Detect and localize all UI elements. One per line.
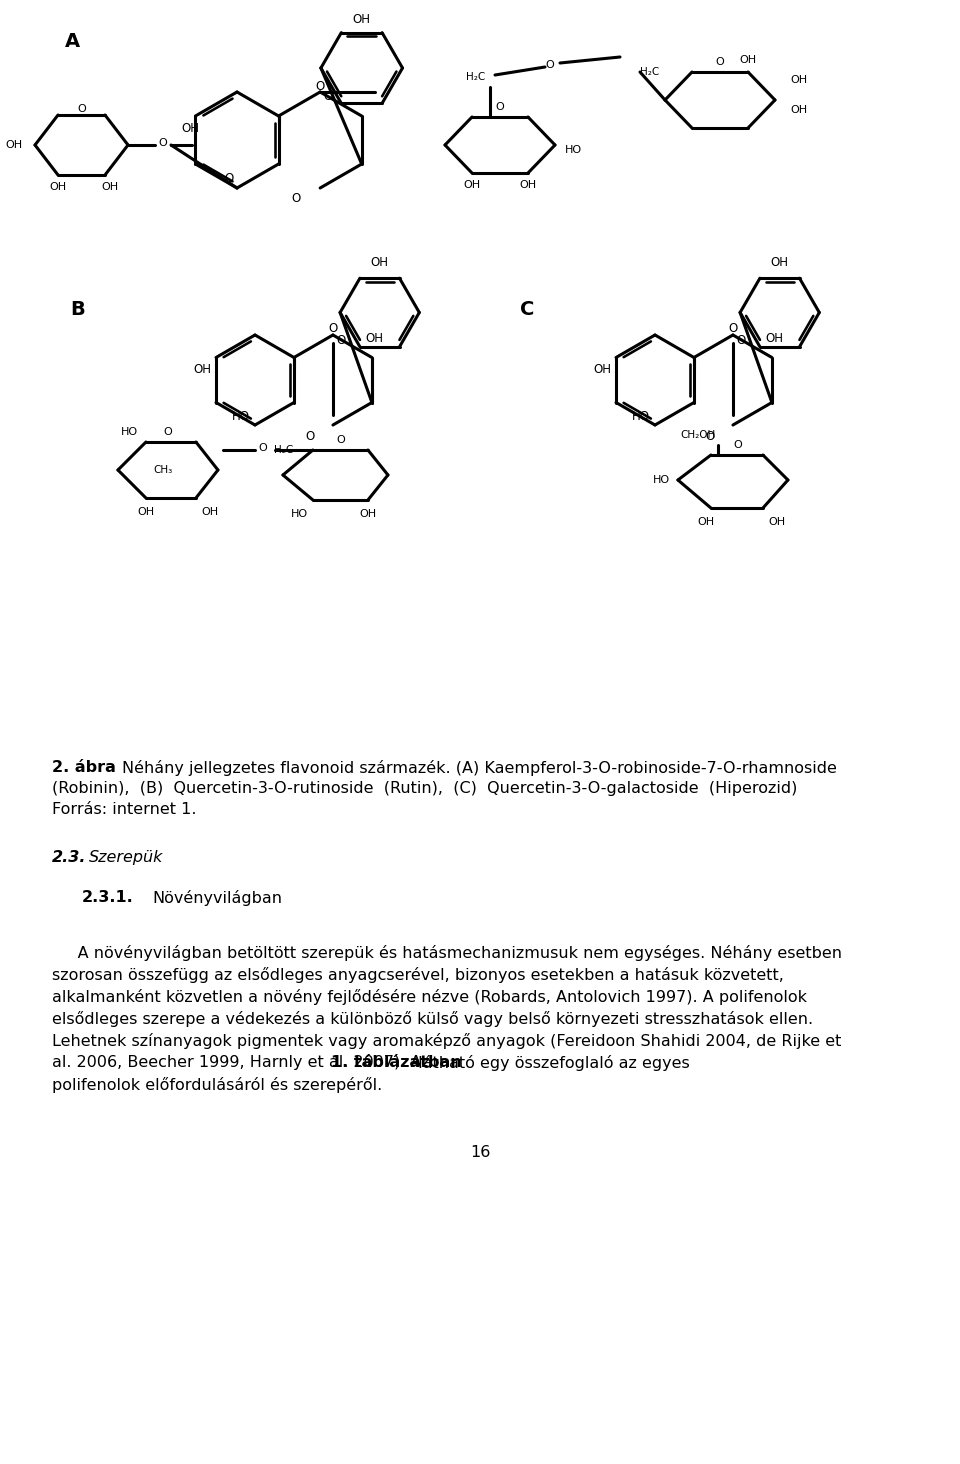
Text: OH: OH bbox=[365, 332, 383, 346]
Text: al. 2006, Beecher 1999, Harnly et al. 2007). Az: al. 2006, Beecher 1999, Harnly et al. 20… bbox=[52, 1056, 435, 1070]
Text: OH: OH bbox=[739, 56, 756, 64]
Text: Lehetnek színanyagok pigmentek vagy aromaképző anyagok (Fereidoon Shahidi 2004, : Lehetnek színanyagok pigmentek vagy arom… bbox=[52, 1034, 841, 1050]
Text: OH: OH bbox=[102, 182, 119, 192]
Text: OH: OH bbox=[359, 509, 376, 520]
Text: 2. ábra: 2. ábra bbox=[52, 760, 116, 774]
Text: (Robinin),  (B)  Quercetin-3-O-rutinoside  (Rutin),  (C)  Quercetin-3-O-galactos: (Robinin), (B) Quercetin-3-O-rutinoside … bbox=[52, 780, 798, 796]
Text: O: O bbox=[163, 427, 172, 436]
Text: Növényvilágban: Növényvilágban bbox=[152, 890, 282, 906]
Text: O: O bbox=[733, 441, 742, 449]
Text: HO: HO bbox=[121, 427, 138, 436]
Text: OH: OH bbox=[193, 363, 211, 376]
Text: OH: OH bbox=[181, 122, 200, 135]
Text: OH: OH bbox=[352, 13, 371, 26]
Text: O: O bbox=[316, 79, 324, 92]
Text: O: O bbox=[336, 334, 346, 347]
Text: OH: OH bbox=[765, 332, 783, 346]
Text: HO: HO bbox=[232, 410, 250, 423]
Text: HO: HO bbox=[632, 410, 650, 423]
Text: OH: OH bbox=[6, 141, 23, 149]
Text: O: O bbox=[545, 60, 554, 70]
Text: OH: OH bbox=[201, 507, 218, 517]
Text: alkalmanként közvetlen a növény fejlődésére nézve (Robards, Antolovich 1997). A : alkalmanként közvetlen a növény fejlődés… bbox=[52, 990, 807, 1004]
Text: CH₂OH: CH₂OH bbox=[681, 430, 715, 441]
Text: Forrás: internet 1.: Forrás: internet 1. bbox=[52, 802, 197, 817]
Text: O: O bbox=[292, 192, 300, 205]
Text: HO: HO bbox=[653, 474, 670, 485]
Text: O: O bbox=[328, 322, 338, 335]
Text: O: O bbox=[225, 171, 233, 184]
Text: O: O bbox=[78, 104, 86, 114]
Text: O: O bbox=[158, 138, 167, 148]
Text: OH: OH bbox=[593, 363, 611, 376]
Text: H₂C: H₂C bbox=[466, 72, 485, 82]
Text: O: O bbox=[337, 435, 346, 445]
Text: B: B bbox=[70, 300, 84, 319]
Text: O: O bbox=[258, 444, 267, 452]
Text: OH: OH bbox=[768, 517, 785, 527]
Text: látható egy összefoglaló az egyes: látható egy összefoglaló az egyes bbox=[413, 1056, 689, 1072]
Text: CH₃: CH₃ bbox=[154, 466, 173, 474]
Text: 2.3.: 2.3. bbox=[52, 851, 86, 865]
Text: A növényvilágban betöltött szerepük és hatásmechanizmusuk nem egységes. Néhány e: A növényvilágban betöltött szerepük és h… bbox=[52, 944, 842, 960]
Text: A: A bbox=[65, 32, 80, 51]
Text: szorosan összefügg az elsődleges anyagcserével, bizonyos esetekben a hatásuk köz: szorosan összefügg az elsődleges anyagcs… bbox=[52, 968, 784, 982]
Text: O: O bbox=[706, 430, 715, 444]
Text: HO: HO bbox=[565, 145, 582, 155]
Text: O: O bbox=[495, 102, 504, 113]
Text: O: O bbox=[306, 430, 315, 444]
Text: OH: OH bbox=[464, 180, 481, 190]
Text: C: C bbox=[520, 300, 535, 319]
Text: OH: OH bbox=[137, 507, 155, 517]
Text: OH: OH bbox=[49, 182, 66, 192]
Text: OH: OH bbox=[790, 105, 807, 116]
Text: OH: OH bbox=[771, 256, 789, 269]
Text: OH: OH bbox=[371, 256, 389, 269]
Text: polifenolok előfordulásáról és szerepéről.: polifenolok előfordulásáról és szerepérő… bbox=[52, 1078, 382, 1094]
Text: 16: 16 bbox=[469, 1145, 491, 1159]
Text: OH: OH bbox=[697, 517, 714, 527]
Text: 2.3.1.: 2.3.1. bbox=[82, 890, 133, 905]
Text: OH: OH bbox=[519, 180, 537, 190]
Text: O: O bbox=[736, 334, 746, 347]
Text: elsődleges szerepe a védekezés a különböző külső vagy belső környezeti stresszha: elsődleges szerepe a védekezés a különbö… bbox=[52, 1012, 813, 1028]
Text: 1. táblázatban: 1. táblázatban bbox=[331, 1056, 462, 1070]
Text: O: O bbox=[729, 322, 737, 335]
Text: HO: HO bbox=[291, 509, 308, 520]
Text: OH: OH bbox=[790, 75, 807, 85]
Text: H₂C: H₂C bbox=[640, 67, 660, 78]
Text: O: O bbox=[715, 57, 725, 67]
Text: O: O bbox=[324, 91, 333, 104]
Text: H₂C: H₂C bbox=[274, 445, 293, 455]
Text: Szerepük: Szerepük bbox=[89, 851, 163, 865]
Text: Néhány jellegzetes flavonoid származék. (A) Kaempferol-3-O-robinoside-7-O-rhamno: Néhány jellegzetes flavonoid származék. … bbox=[122, 760, 837, 776]
